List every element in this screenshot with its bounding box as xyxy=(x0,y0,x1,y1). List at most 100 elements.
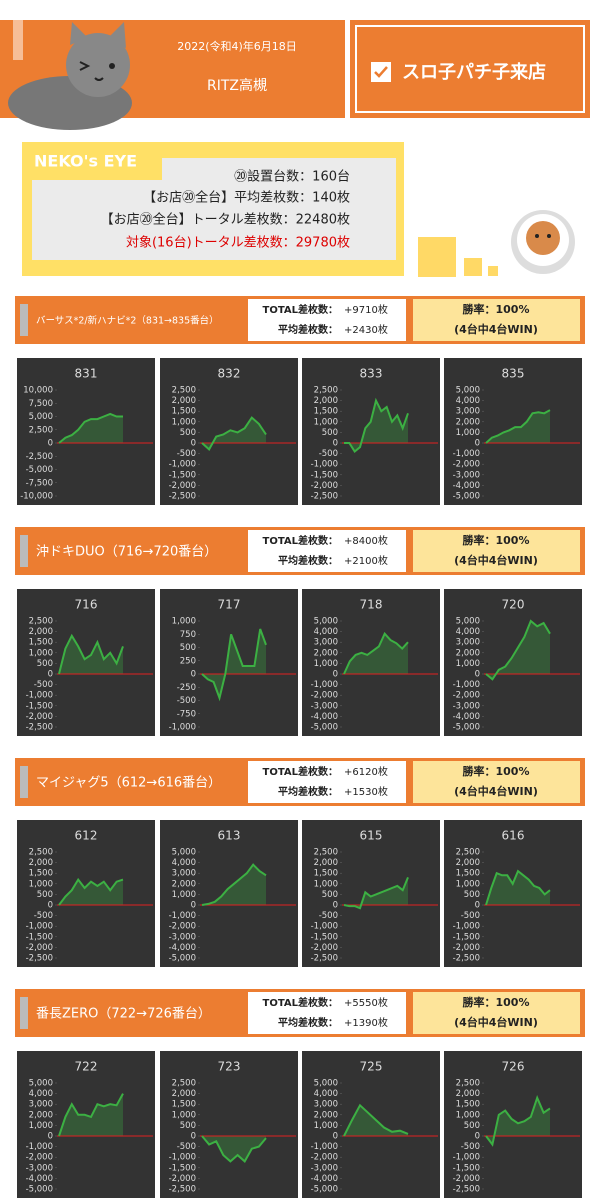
y-tick-label: 2,000 xyxy=(456,417,480,427)
y-tick-label: 0 xyxy=(333,670,338,680)
y-tick-label: -4,000 xyxy=(453,481,480,491)
y-tick-label: 1,000 xyxy=(314,879,338,889)
y-tick-label: -1,000 xyxy=(169,911,196,921)
y-tick-label: -500 xyxy=(34,911,53,921)
y-tick-label: 0 xyxy=(191,1132,196,1142)
y-tick-label: 2,500 xyxy=(172,1079,196,1089)
y-tick-label: -2,000 xyxy=(453,943,480,953)
y-tick-label: 0 xyxy=(48,1132,53,1142)
area xyxy=(344,633,408,674)
y-tick-label: 2,500 xyxy=(29,848,53,858)
y-tick-label: 500 xyxy=(180,1121,196,1131)
y-tick-label: 3,000 xyxy=(172,869,196,879)
section-marker xyxy=(20,997,28,1029)
y-tick-label: -5,000 xyxy=(26,465,53,475)
y-tick-label: -2,000 xyxy=(453,691,480,701)
avg-value: +1390枚 xyxy=(344,1016,388,1029)
y-tick-label: 1,500 xyxy=(29,638,53,648)
y-tick-label: -2,500 xyxy=(169,1185,196,1195)
y-tick-label: 250 xyxy=(180,656,196,666)
area xyxy=(59,413,123,443)
y-tick-label: 1,000 xyxy=(314,659,338,669)
y-tick-label: -2,000 xyxy=(453,1174,480,1184)
chart-title: 831 xyxy=(75,367,98,381)
y-tick-label: 1,500 xyxy=(456,869,480,879)
chart-bg xyxy=(17,820,155,967)
chart-bg xyxy=(160,589,298,736)
line xyxy=(485,619,551,681)
y-tick-label: -3,000 xyxy=(453,470,480,480)
chart-title: 832 xyxy=(218,367,241,381)
y-tick-label: -1,000 xyxy=(453,449,480,459)
y-tick-label: 500 xyxy=(180,643,196,653)
win-note: (4台中4台WIN) xyxy=(454,553,538,567)
y-tick-label: -1,500 xyxy=(453,932,480,942)
area xyxy=(59,1093,123,1136)
y-tick-label: 5,000 xyxy=(172,848,196,858)
y-tick-label: 0 xyxy=(48,670,53,680)
avg-label: 平均差枚数： xyxy=(278,323,338,336)
chart-bg xyxy=(444,358,582,505)
y-tick-label: 0 xyxy=(191,670,196,680)
y-tick-label: -1,000 xyxy=(311,680,338,690)
y-tick-label: 1,500 xyxy=(314,407,338,417)
win-rate: 勝率：100% xyxy=(463,995,530,1009)
chart-title: 725 xyxy=(360,1060,383,1074)
y-tick-label: -5,000 xyxy=(169,954,196,964)
section-marker xyxy=(20,766,28,798)
y-tick-label: 5,000 xyxy=(314,617,338,627)
y-tick-label: 1,000 xyxy=(314,417,338,427)
y-tick-label: 1,000 xyxy=(456,659,480,669)
y-tick-label: 500 xyxy=(37,659,53,669)
decor xyxy=(418,237,456,277)
y-tick-label: -2,000 xyxy=(453,460,480,470)
y-tick-label: 1,000 xyxy=(456,1110,480,1120)
y-tick-label: 5,000 xyxy=(456,386,480,396)
y-tick-label: -2,500 xyxy=(453,1185,480,1195)
y-tick-label: -5,000 xyxy=(26,1185,53,1195)
y-tick-label: 1,500 xyxy=(456,1100,480,1110)
y-tick-label: 0 xyxy=(191,439,196,449)
chart-bg xyxy=(302,820,440,967)
y-tick-label: -500 xyxy=(177,449,196,459)
y-tick-label: -3,000 xyxy=(453,701,480,711)
y-tick-label: -2,000 xyxy=(311,1153,338,1163)
y-tick-label: 500 xyxy=(464,890,480,900)
y-tick-label: -1,000 xyxy=(26,691,53,701)
chart-title: 835 xyxy=(502,367,525,381)
cat-eye xyxy=(535,234,539,238)
chart-title: 833 xyxy=(360,367,383,381)
total-value: +8400枚 xyxy=(344,534,388,547)
y-tick-label: 2,500 xyxy=(456,848,480,858)
y-tick-label: 5,000 xyxy=(456,617,480,627)
y-tick-label: -500 xyxy=(177,696,196,706)
y-tick-label: 2,000 xyxy=(314,648,338,658)
win-box xyxy=(413,299,580,341)
y-tick-label: 2,500 xyxy=(29,617,53,627)
section-title: マイジャグ5（612→616番台） xyxy=(36,776,221,791)
line xyxy=(343,1103,409,1137)
y-tick-label: -1,000 xyxy=(26,922,53,932)
cat-eye xyxy=(547,234,551,238)
line xyxy=(343,877,409,910)
chart-title: 718 xyxy=(360,598,383,612)
y-tick-label: -1,500 xyxy=(26,932,53,942)
section-title: 番長ZERO（722→726番台） xyxy=(36,1007,211,1022)
y-tick-label: -1,500 xyxy=(311,470,338,480)
chart-bg xyxy=(302,1051,440,1198)
y-tick-label: 2,500 xyxy=(314,386,338,396)
decor xyxy=(488,266,498,276)
y-tick-label: -2,000 xyxy=(26,1153,53,1163)
y-tick-label: 5,000 xyxy=(29,412,53,422)
y-tick-label: -1,500 xyxy=(453,1163,480,1173)
line xyxy=(344,397,409,453)
area xyxy=(202,1136,266,1162)
line xyxy=(343,631,409,675)
y-tick-label: -500 xyxy=(319,449,338,459)
y-tick-label: -500 xyxy=(177,1142,196,1152)
y-tick-label: 1,500 xyxy=(172,407,196,417)
y-tick-label: -5,000 xyxy=(311,1185,338,1195)
y-tick-label: -2,000 xyxy=(311,691,338,701)
y-tick-label: 2,000 xyxy=(29,858,53,868)
